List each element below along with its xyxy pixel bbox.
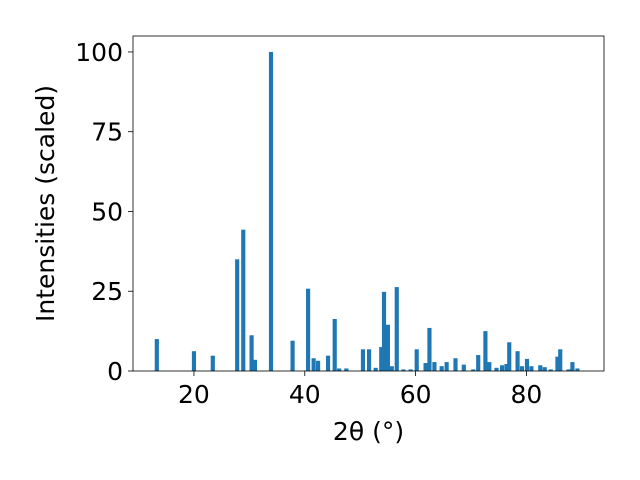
bar	[311, 358, 316, 371]
x-axis-ticks: 20 40 60 80	[178, 371, 542, 409]
plot-frame	[132, 35, 605, 372]
bar	[524, 358, 530, 371]
y-tick-label: 100	[75, 38, 123, 67]
bar	[461, 364, 466, 371]
bar	[566, 369, 571, 371]
bar	[366, 349, 372, 371]
bar	[519, 366, 525, 371]
y-axis-label: Intensities (scaled)	[31, 85, 60, 322]
bar	[529, 366, 534, 371]
bar	[389, 366, 394, 371]
bar	[575, 368, 580, 371]
bar	[453, 358, 458, 371]
y-axis-ticks: 0 25 50 75 100	[75, 38, 133, 386]
bar	[401, 369, 406, 371]
bar	[385, 324, 390, 371]
bar	[499, 365, 505, 371]
bar	[332, 319, 337, 371]
bar	[570, 362, 575, 371]
bar	[241, 229, 246, 371]
bar	[542, 367, 547, 371]
y-tick-label: 0	[107, 357, 123, 386]
y-tick-label: 50	[91, 197, 123, 226]
bar	[154, 339, 159, 371]
bar	[444, 362, 449, 371]
bar	[476, 355, 481, 371]
bar	[414, 349, 419, 371]
bar	[408, 369, 413, 371]
bar	[439, 366, 444, 371]
bar	[515, 351, 520, 371]
bar	[290, 340, 295, 371]
bar	[427, 327, 432, 371]
bar	[494, 367, 499, 371]
bar	[548, 369, 553, 371]
bar	[268, 51, 274, 371]
bar	[344, 368, 349, 371]
bar	[210, 355, 215, 371]
bar	[360, 349, 366, 371]
bar	[504, 363, 509, 371]
bar	[507, 342, 512, 371]
bar	[325, 355, 331, 371]
bar	[394, 287, 399, 371]
bar	[487, 362, 492, 371]
x-axis-label: 2θ (°)	[333, 417, 404, 446]
bar	[191, 351, 197, 371]
bar	[555, 356, 560, 371]
bar	[252, 359, 257, 371]
bar	[483, 331, 488, 371]
y-tick-label: 25	[91, 277, 123, 306]
x-tick-label: 20	[178, 380, 210, 409]
x-tick-label: 80	[511, 380, 543, 409]
x-tick-label: 60	[400, 380, 432, 409]
bar	[249, 335, 254, 371]
bar	[337, 368, 342, 371]
bar	[538, 365, 543, 371]
bar	[558, 349, 563, 371]
x-tick-label: 40	[289, 380, 321, 409]
bar	[423, 363, 428, 371]
bar	[373, 367, 378, 371]
bar	[432, 362, 437, 371]
bar	[471, 369, 476, 371]
bar	[381, 291, 387, 371]
bar	[316, 360, 321, 371]
bar	[379, 347, 384, 371]
bar	[235, 259, 240, 371]
bar	[306, 288, 311, 371]
y-tick-label: 75	[91, 118, 123, 147]
bars-group	[154, 51, 580, 371]
